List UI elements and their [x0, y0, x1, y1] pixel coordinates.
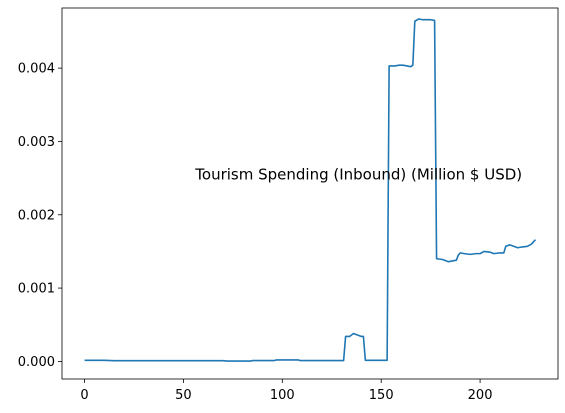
- x-tick-label: 150: [369, 388, 394, 403]
- chart-annotation: Tourism Spending (Inbound) (Million $ US…: [194, 166, 522, 184]
- y-tick-label: 0.004: [18, 62, 55, 77]
- ticks-layer: 0 50 100 150 200 0.000 0.001 0.002 0.003 0.004: [18, 62, 493, 403]
- series-layer: [84, 18, 537, 362]
- y-tick-label: 0.003: [18, 135, 55, 150]
- y-tick-label: 0.001: [18, 282, 55, 297]
- x-tick-label: 0: [80, 388, 88, 403]
- x-tick-label: 50: [175, 388, 192, 403]
- plot-frame: [61, 7, 559, 380]
- y-tick-label: 0.002: [18, 208, 55, 223]
- x-tick-label: 100: [270, 388, 295, 403]
- series-line: [84, 18, 537, 362]
- y-tick-label: 0.000: [18, 355, 55, 370]
- x-tick-label: 200: [468, 388, 493, 403]
